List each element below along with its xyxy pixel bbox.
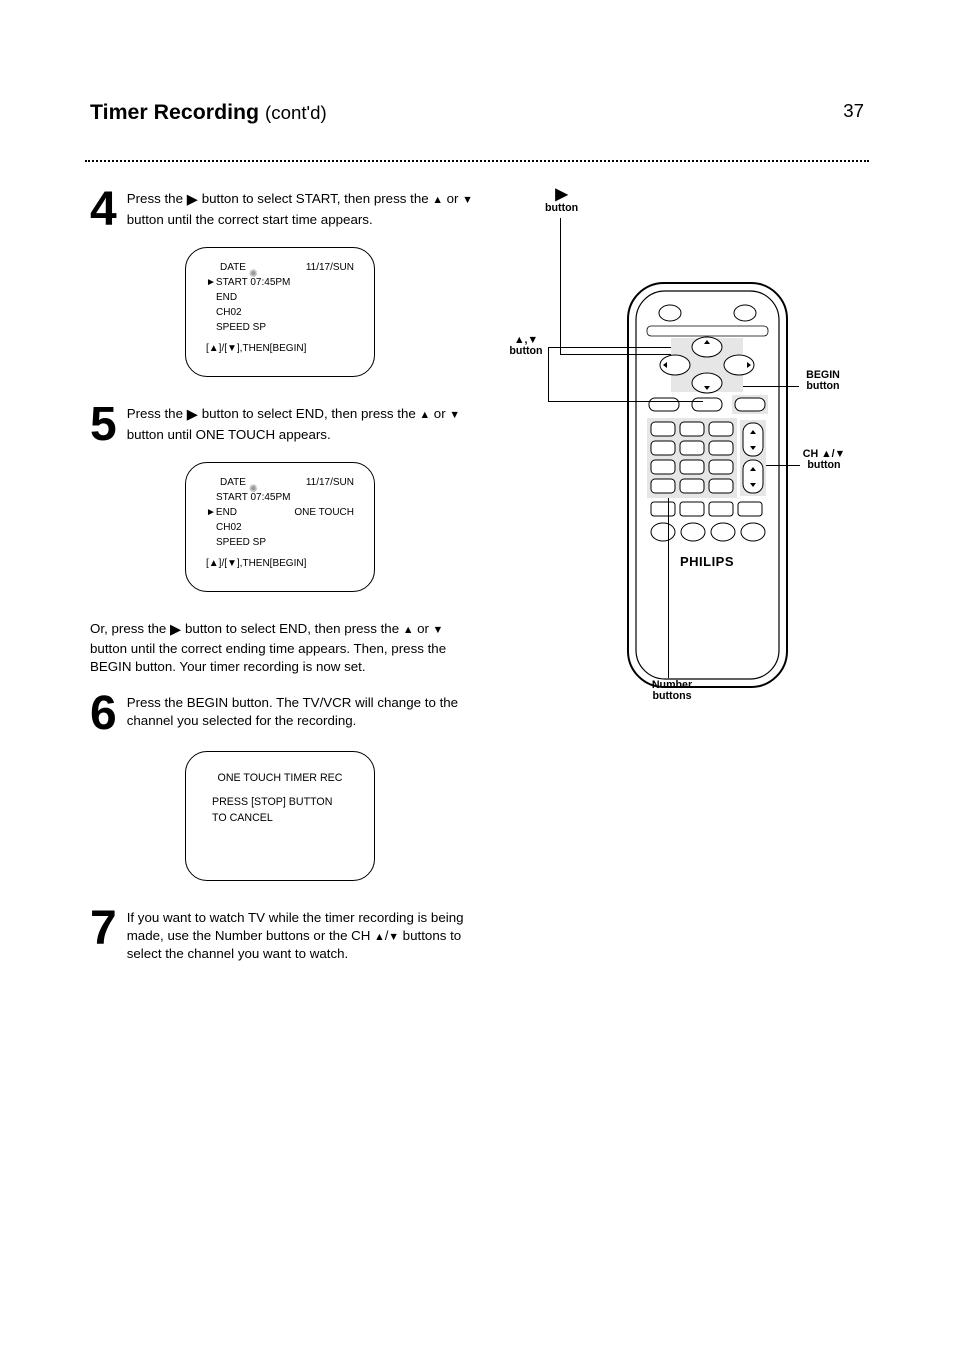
tv2-date-lbl: DATE [220,475,246,490]
tv1-date-lbl: DATE [220,260,246,275]
page-number: 37 [843,100,864,122]
remote-control-diagram: PHILIPS [625,280,790,690]
step-4: 4 Press the ▶ button to select START, th… [90,190,480,231]
step-6-text: Press the BEGIN button. The TV/VCR will … [127,695,458,728]
page-title-main: Timer Recording [90,100,259,124]
step-4-text: Press the ▶ button to select START, then… [127,191,473,227]
step-7-number: 7 [90,909,117,950]
tv1-ch: CH02 [216,305,354,320]
callout-updown-button: ▲,▼button [502,335,550,356]
content-area: 4 Press the ▶ button to select START, th… [90,190,864,975]
step-6-number: 6 [90,694,117,735]
step-5: 5 Press the ▶ button to select END, then… [90,405,480,446]
tv1-hint: [▲]/[▼],THEN[BEGIN] [206,341,354,356]
callout-play-button: ▶button [545,187,578,214]
callout-line-play-v [560,218,561,355]
page-title: Timer Recording (cont'd) [90,100,327,125]
dotted-divider [85,160,869,162]
begin-instruction: Or, press the ▶ button to select END, th… [90,620,480,677]
tv2-end-val: ONE TOUCH [294,505,354,520]
tv-screen-3: ONE TOUCH TIMER REC PRESS [STOP] BUTTON … [185,751,375,881]
tv2-date-val: 11/17/SUN [306,475,354,490]
tv1-start: ►START 07:45PM [206,275,354,290]
page-title-sub: (cont'd) [265,102,327,123]
callout-ch-updown: CH ▲/▼button [798,449,850,470]
tv-screen-1: ✺ DATE 11/17/SUN ►START 07:45PM END CH02… [185,247,375,377]
step-6: 6 Press the BEGIN button. The TV/VCR wil… [90,694,480,735]
step-7: 7 If you want to watch TV while the time… [90,909,480,963]
step-5-text: Press the ▶ button to select END, then p… [127,406,460,442]
tv3-line2: PRESS [STOP] BUTTON [212,794,348,810]
step-4-number: 4 [90,190,117,231]
tv1-end: END [216,290,354,305]
tv1-speed: SPEED SP [216,320,354,335]
callout-line-ud-v [548,347,549,402]
tv2-hint: [▲]/[▼],THEN[BEGIN] [206,556,354,571]
radial-icon: ✺ [249,481,256,497]
svg-text:PHILIPS: PHILIPS [680,554,734,569]
tv2-end-lbl: ►END [206,505,237,520]
right-column: ▶button ▲,▼button BEGINbutton Numberbutt… [510,190,864,975]
left-column: 4 Press the ▶ button to select START, th… [90,190,480,975]
tv2-start: START 07:45PM [216,490,354,505]
callout-begin-button: BEGINbutton [798,370,848,391]
tv1-date-val: 11/17/SUN [306,260,354,275]
tv2-ch: CH02 [216,520,354,535]
tv-screen-2: ✺ DATE 11/17/SUN START 07:45PM ►END ONE … [185,462,375,592]
tv3-line3: TO CANCEL [212,810,348,826]
tv2-speed: SPEED SP [216,535,354,550]
step-5-number: 5 [90,405,117,446]
step-7-text: If you want to watch TV while the timer … [127,910,464,961]
tv3-line1: ONE TOUCH TIMER REC [212,770,348,786]
radial-icon: ✺ [249,266,256,282]
